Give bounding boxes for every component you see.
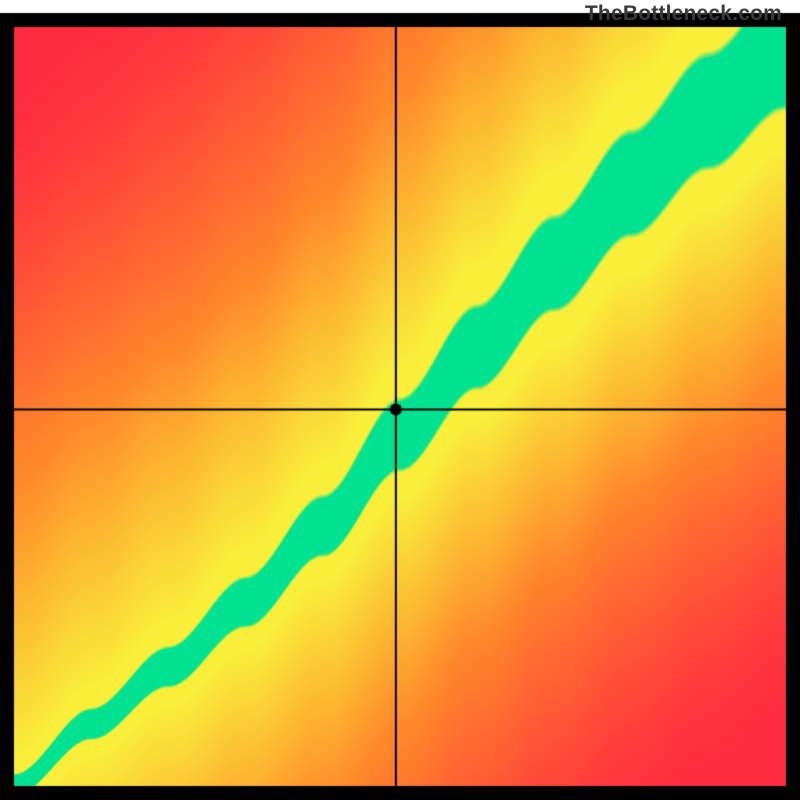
heatmap-canvas: [0, 0, 800, 800]
watermark-text: TheBottleneck.com: [585, 2, 782, 26]
chart-container: TheBottleneck.com: [0, 0, 800, 800]
